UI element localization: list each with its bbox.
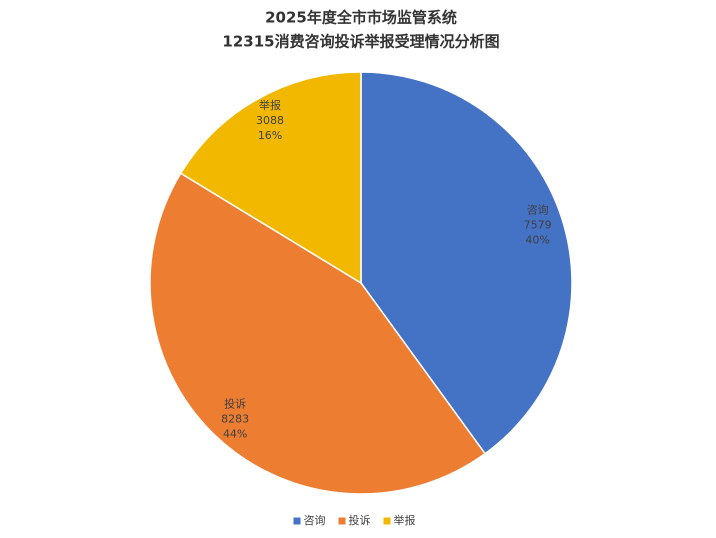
data-label-category: 举报 [259, 98, 281, 112]
legend-label: 咨询 [304, 513, 326, 527]
legend-swatch [383, 517, 391, 525]
pie-slice [149, 172, 487, 495]
chart-subtitle: 12315消费咨询投诉举报受理情况分析图 [222, 33, 499, 51]
data-label-category: 咨询 [527, 203, 549, 217]
pie-slice [179, 71, 362, 285]
data-label-percent: 44% [223, 428, 247, 441]
chart-title: 2025年度全市市场监管系统 [265, 9, 457, 27]
legend-swatch [293, 517, 301, 525]
data-label-category: 投诉 [224, 397, 246, 411]
legend-label: 举报 [394, 513, 416, 527]
pie-slice [360, 71, 573, 455]
data-label-value: 8283 [221, 413, 249, 426]
data-label-percent: 16% [258, 129, 282, 142]
data-label-value: 7579 [524, 219, 552, 232]
data-label-value: 3088 [256, 114, 284, 127]
data-label-percent: 40% [525, 234, 549, 247]
legend-swatch [338, 517, 346, 525]
legend-label: 投诉 [349, 513, 371, 527]
